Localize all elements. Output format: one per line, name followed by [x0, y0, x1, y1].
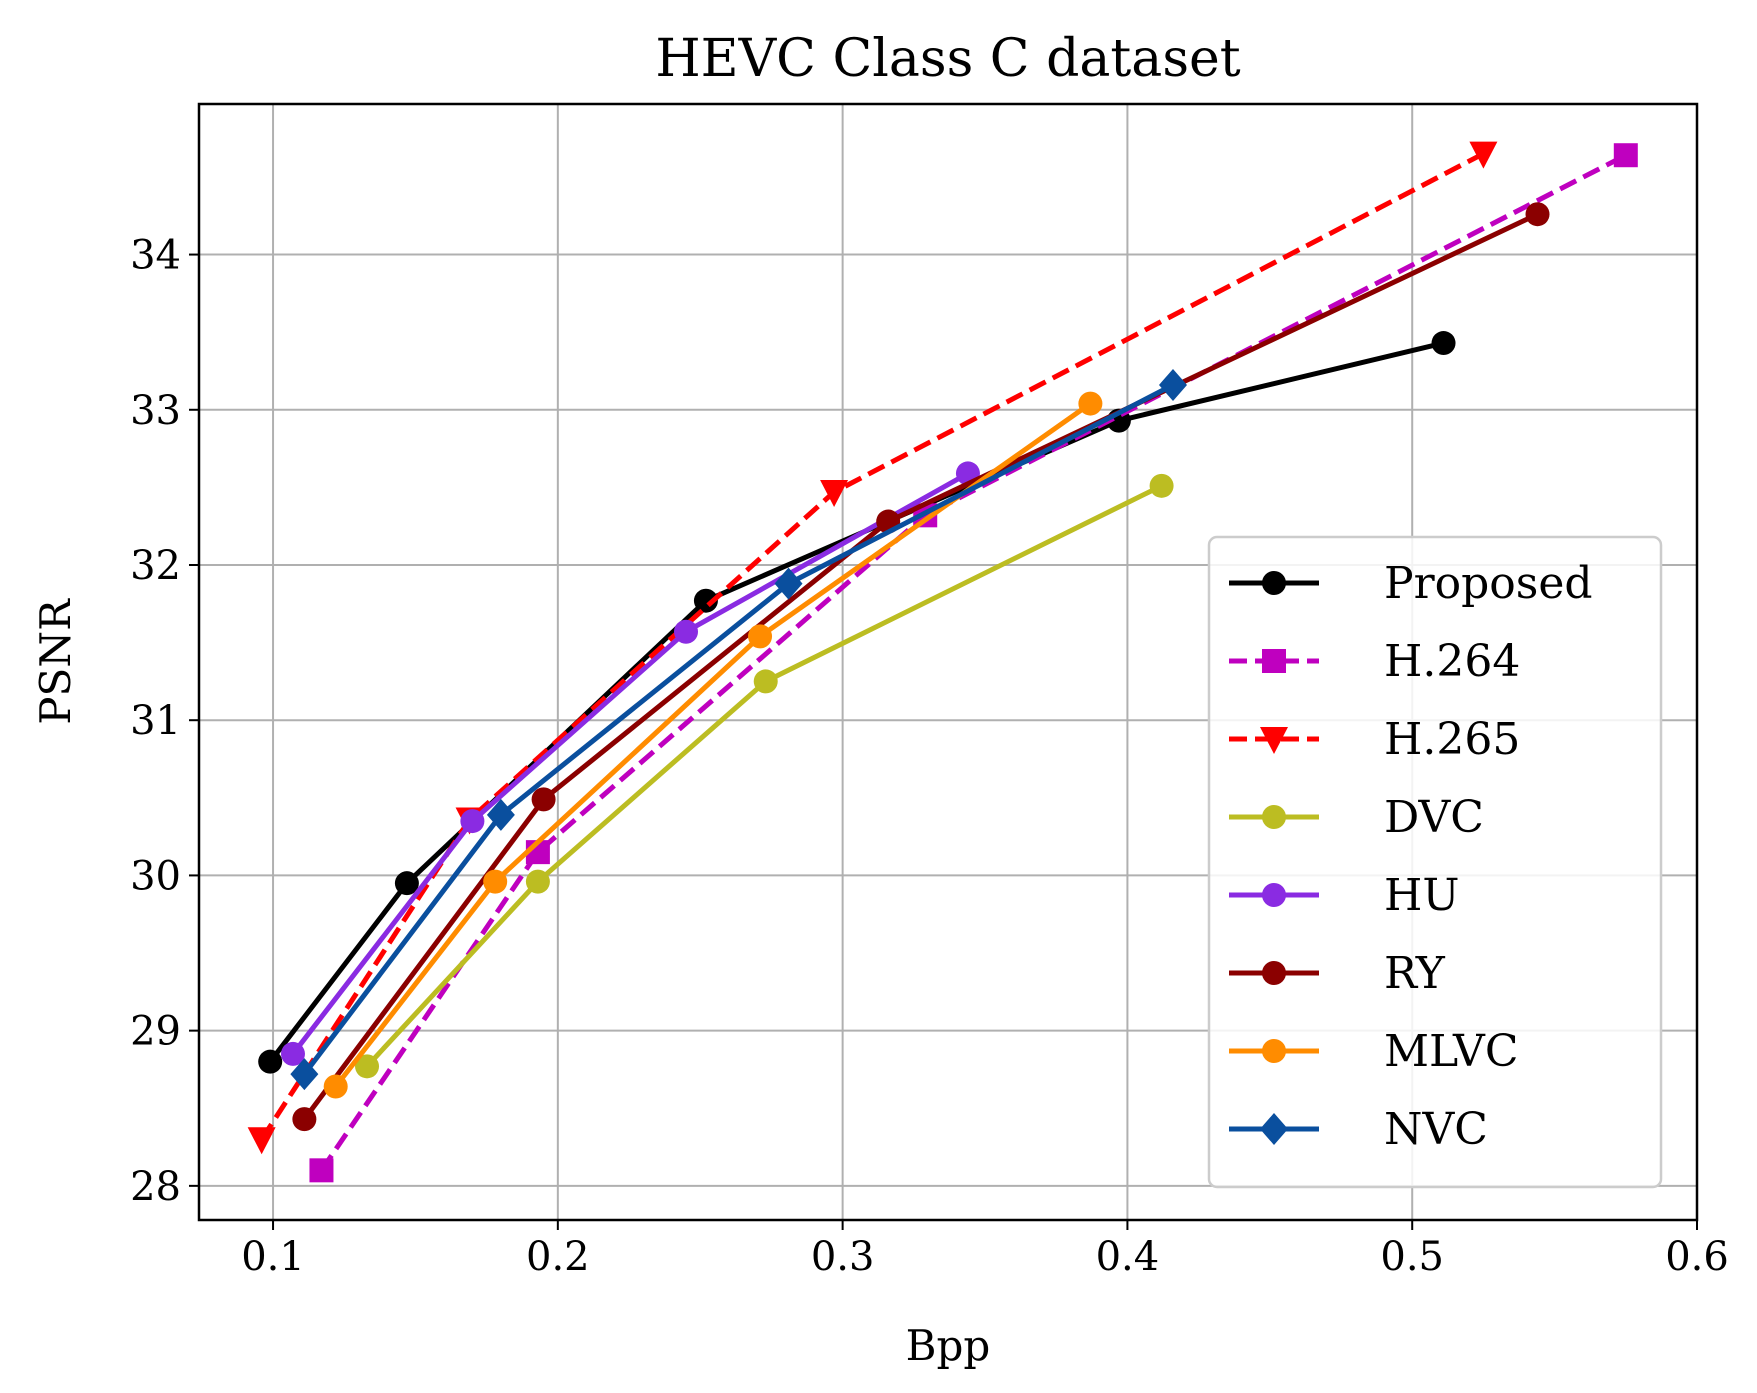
series-line-nvc — [302, 382, 1175, 1076]
x-axis-label: Bpp — [906, 1321, 991, 1370]
legend-box — [1207, 535, 1663, 1189]
data-point-nvc — [774, 567, 803, 600]
series-line-hu — [291, 471, 970, 1056]
x-tick-label: 0.3 — [811, 1234, 875, 1280]
data-point-ry — [1525, 202, 1550, 227]
data-point-proposed — [394, 871, 419, 896]
y-axis-label: PSNR — [31, 598, 80, 725]
legend-label-ry: RY — [1384, 948, 1446, 999]
x-tick-label: 0.2 — [526, 1234, 590, 1280]
x-tick-label: 0.6 — [1665, 1234, 1729, 1280]
series-line-mlvc — [333, 401, 1092, 1089]
data-point-hu — [280, 1041, 305, 1066]
data-point-h-265 — [247, 1127, 276, 1155]
legend-label-nvc: NVC — [1384, 1104, 1488, 1155]
data-point-dvc — [753, 669, 778, 694]
data-point-h-264 — [309, 1158, 334, 1183]
series-hu — [280, 461, 980, 1066]
legend: Proposed H.264 H.265 DVC HU RY MLVC NVC — [1207, 535, 1663, 1189]
legend-marker-proposed — [1262, 571, 1286, 595]
data-point-h-265 — [820, 480, 849, 508]
legend-label-h-265: H.265 — [1384, 714, 1520, 765]
data-point-proposed — [693, 588, 718, 613]
legend-entry-h-264: H.264 — [1229, 636, 1520, 687]
legend-label-dvc: DVC — [1384, 792, 1484, 843]
series-dvc — [355, 473, 1174, 1079]
legend-entry-mlvc: MLVC — [1229, 1026, 1519, 1077]
data-point-dvc — [525, 869, 550, 894]
series-line-h-265 — [259, 151, 1485, 1141]
data-point-ry — [531, 787, 556, 812]
legend-marker-nvc — [1260, 1113, 1288, 1145]
legend-entry-nvc: NVC — [1229, 1104, 1488, 1155]
data-point-nvc — [486, 798, 515, 831]
data-point-mlvc — [1078, 391, 1103, 416]
legend-marker-h-264 — [1262, 649, 1286, 673]
data-point-ry — [292, 1107, 317, 1132]
x-tick-label: 0.5 — [1380, 1234, 1444, 1280]
y-tick-label: 34 — [130, 233, 181, 279]
data-point-mlvc — [748, 624, 773, 649]
legend-label-h-264: H.264 — [1384, 636, 1520, 687]
axis-ticks: 0.1 0.2 0.3 0.4 0.5 0.6 28 29 30 31 32 33 34 — [130, 233, 1729, 1280]
y-tick-label: 33 — [130, 388, 181, 434]
x-tick-label: 0.1 — [241, 1234, 305, 1280]
legend-label-hu: HU — [1384, 870, 1459, 921]
data-point-proposed — [1431, 331, 1456, 356]
data-point-hu — [673, 619, 698, 644]
legend-marker-h-265 — [1260, 727, 1288, 754]
series-line-h-264 — [319, 152, 1627, 1172]
data-point-h-264 — [1613, 143, 1638, 168]
y-tick-label: 29 — [130, 1009, 181, 1055]
data-point-dvc — [1149, 473, 1174, 498]
data-point-nvc — [290, 1058, 319, 1091]
series-nvc — [290, 368, 1187, 1091]
legend-label-mlvc: MLVC — [1384, 1026, 1519, 1077]
legend-marker-ry — [1262, 961, 1286, 985]
y-tick-label: 30 — [130, 853, 181, 899]
y-tick-label: 28 — [130, 1164, 181, 1210]
legend-marker-dvc — [1262, 805, 1286, 829]
data-point-hu — [460, 809, 485, 834]
data-point-dvc — [355, 1054, 380, 1079]
data-point-proposed — [258, 1049, 283, 1074]
series-line-dvc — [365, 483, 1163, 1069]
y-tick-label: 32 — [130, 543, 181, 589]
data-point-mlvc — [483, 869, 508, 894]
legend-entry-ry: RY — [1229, 948, 1446, 999]
legend-entry-dvc: DVC — [1229, 792, 1484, 843]
data-point-nvc — [1158, 368, 1187, 401]
legend-marker-mlvc — [1262, 1039, 1286, 1063]
y-tick-label: 31 — [130, 698, 181, 744]
legend-entry-proposed: Proposed — [1229, 558, 1593, 609]
series-line-ry — [302, 211, 1539, 1121]
chart-title: HEVC Class C dataset — [655, 29, 1240, 89]
legend-entry-hu: HU — [1229, 870, 1459, 921]
plot-series — [247, 141, 1638, 1183]
plot-frame — [197, 102, 1699, 1222]
data-point-h-265 — [1469, 141, 1498, 169]
data-point-mlvc — [323, 1074, 348, 1099]
legend-label-proposed: Proposed — [1384, 558, 1593, 609]
x-tick-label: 0.4 — [1096, 1234, 1160, 1280]
legend-marker-hu — [1262, 883, 1286, 907]
legend-entry-h-265: H.265 — [1229, 714, 1520, 765]
series-ry — [292, 202, 1550, 1132]
series-mlvc — [323, 391, 1103, 1099]
